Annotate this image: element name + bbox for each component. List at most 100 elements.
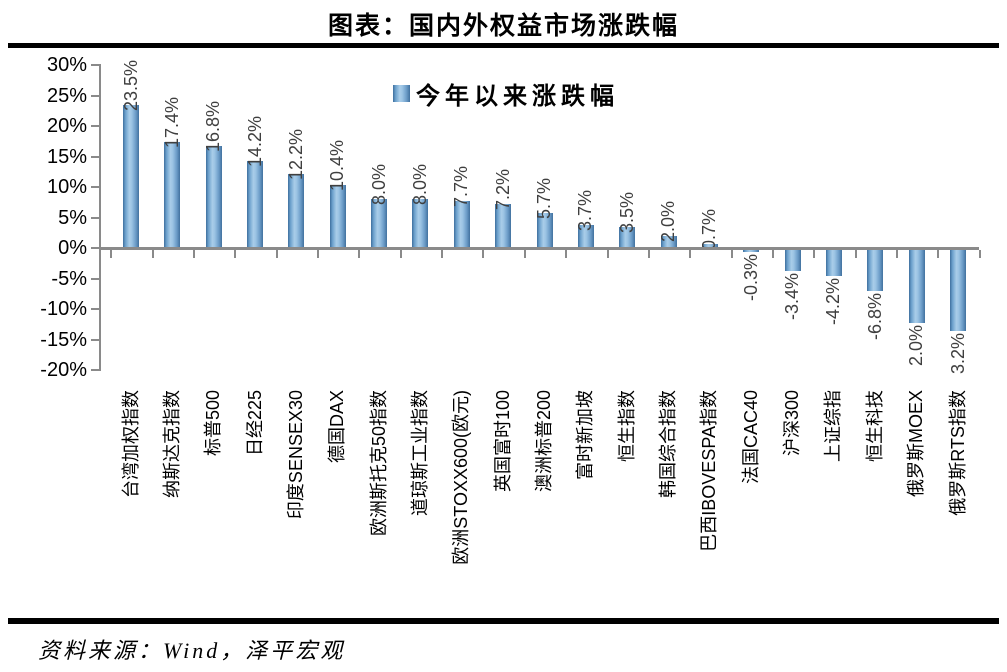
- category-label: 韩国综合指数: [658, 390, 679, 498]
- x-axis-tick: [523, 250, 526, 258]
- bar: [867, 250, 884, 292]
- y-axis-tick: [91, 369, 100, 371]
- x-axis-baseline: [99, 247, 979, 250]
- x-axis-tick: [854, 250, 857, 258]
- category-label: 澳洲标普200: [534, 390, 554, 493]
- x-axis-tick: [647, 250, 650, 258]
- bar-value-label: 5.7%: [534, 178, 554, 220]
- category-label: 恒生指数: [616, 390, 637, 462]
- x-axis-tick: [193, 250, 196, 258]
- bar: [701, 243, 718, 248]
- bar: [950, 250, 966, 331]
- y-axis-tick: [91, 155, 100, 158]
- category-label: 日经225: [244, 390, 265, 457]
- bar: [164, 141, 181, 248]
- y-axis-tick: [91, 216, 100, 219]
- category-label: 富时新加坡: [575, 390, 596, 480]
- bar-value-label: 0.7%: [699, 208, 720, 250]
- bar: [495, 204, 512, 248]
- y-axis-tick: [91, 186, 100, 188]
- category-label: 欧洲STOXX600(欧元): [451, 390, 472, 565]
- bar: [784, 250, 801, 271]
- bar-value-label: -4.2%: [823, 277, 844, 325]
- bar-value-label: 8.0%: [368, 164, 389, 206]
- category-label: 印度SENSEX30: [285, 390, 306, 520]
- y-axis-tick: [91, 64, 100, 66]
- x-axis-tick: [234, 250, 237, 258]
- bar-value-label: -6.8%: [864, 293, 885, 341]
- y-axis-tick: [91, 338, 100, 341]
- category-label: 恒生科技: [864, 390, 885, 462]
- x-axis-tick: [771, 250, 774, 258]
- y-axis-tick-label: -5%: [51, 267, 87, 290]
- y-axis-tick-label: 25%: [46, 84, 87, 107]
- x-axis-tick: [110, 250, 113, 258]
- bar: [577, 225, 594, 248]
- category-label: 德国DAX: [327, 390, 348, 464]
- x-axis-tick: [399, 250, 402, 258]
- y-axis-tick-label: -20%: [40, 359, 87, 381]
- y-axis-tick-label: 15%: [46, 145, 87, 168]
- bar: [247, 161, 264, 248]
- bar: [825, 250, 842, 276]
- x-axis-tick: [730, 250, 733, 258]
- chart-legend: 今年以来涨跌幅: [393, 76, 619, 111]
- y-axis-tick-label: 30%: [46, 54, 87, 76]
- chart-title: 图表：国内外权益市场涨跌幅: [327, 13, 679, 40]
- category-label: 道琼斯工业指数: [409, 390, 430, 516]
- category-label: 俄罗斯MOEX: [906, 390, 927, 498]
- bar-value-label: 17.4%: [161, 96, 182, 148]
- x-axis-tick: [275, 250, 278, 258]
- bar: [660, 235, 677, 248]
- bar-value-label: 10.4%: [327, 139, 348, 191]
- bar-value-label: 23.5%: [120, 59, 141, 111]
- bar-value-label: -0.3%: [740, 253, 761, 301]
- x-axis-tick: [482, 250, 485, 258]
- x-axis-tick: [937, 250, 940, 258]
- x-axis-tick: [689, 250, 692, 258]
- category-label: 沪深300: [782, 390, 803, 457]
- category-label: 法国CAC40: [740, 390, 761, 485]
- category-label: 英国富时100: [492, 390, 513, 493]
- bar: [205, 145, 222, 248]
- category-label: 台湾加权指数: [120, 390, 141, 498]
- category-label: 纳斯达克指数: [161, 390, 182, 498]
- x-axis-tick: [895, 250, 898, 258]
- bar-value-label: 8.0%: [409, 164, 430, 206]
- bar-value-label: 2.0%: [658, 200, 679, 242]
- y-axis-tick-label: 5%: [58, 206, 87, 229]
- x-axis-tick: [317, 250, 320, 258]
- y-axis-line: [99, 64, 101, 371]
- bar-value-label: 7.7%: [451, 165, 472, 208]
- bar: [288, 173, 305, 248]
- bar-value-label: -3.4%: [782, 272, 803, 320]
- y-axis-tick-label: -15%: [40, 328, 87, 351]
- bar-value-label: 14.2%: [244, 116, 265, 168]
- bottom-divider-rule: [8, 618, 999, 624]
- legend-label: 今年以来涨跌幅: [416, 84, 619, 110]
- x-axis-tick: [358, 250, 361, 258]
- bar: [371, 199, 388, 248]
- y-axis-tick: [91, 94, 100, 97]
- y-axis-tick-label: 0%: [58, 237, 87, 259]
- category-label: 标普500: [203, 390, 224, 457]
- source-note: 资料来源：Wind，泽平宏观: [38, 638, 346, 663]
- bar: [536, 213, 553, 248]
- x-axis-tick: [813, 250, 816, 258]
- category-label: 俄罗斯RTS指数: [947, 390, 968, 516]
- bar: [619, 226, 636, 248]
- bar-value-label: 3.5%: [616, 191, 637, 233]
- y-axis-tick: [91, 308, 100, 310]
- bar: [412, 199, 429, 248]
- y-axis-tick-label: 20%: [46, 115, 87, 137]
- category-label: 上证综指: [823, 390, 844, 462]
- bar-value-label: 16.8%: [203, 100, 224, 152]
- x-axis-tick: [151, 250, 154, 258]
- x-axis-tick: [441, 250, 444, 258]
- category-label: 欧洲斯托克50指数: [368, 390, 389, 537]
- y-axis-tick-label: -10%: [40, 298, 87, 320]
- bar: [329, 184, 346, 248]
- bar: [123, 104, 139, 248]
